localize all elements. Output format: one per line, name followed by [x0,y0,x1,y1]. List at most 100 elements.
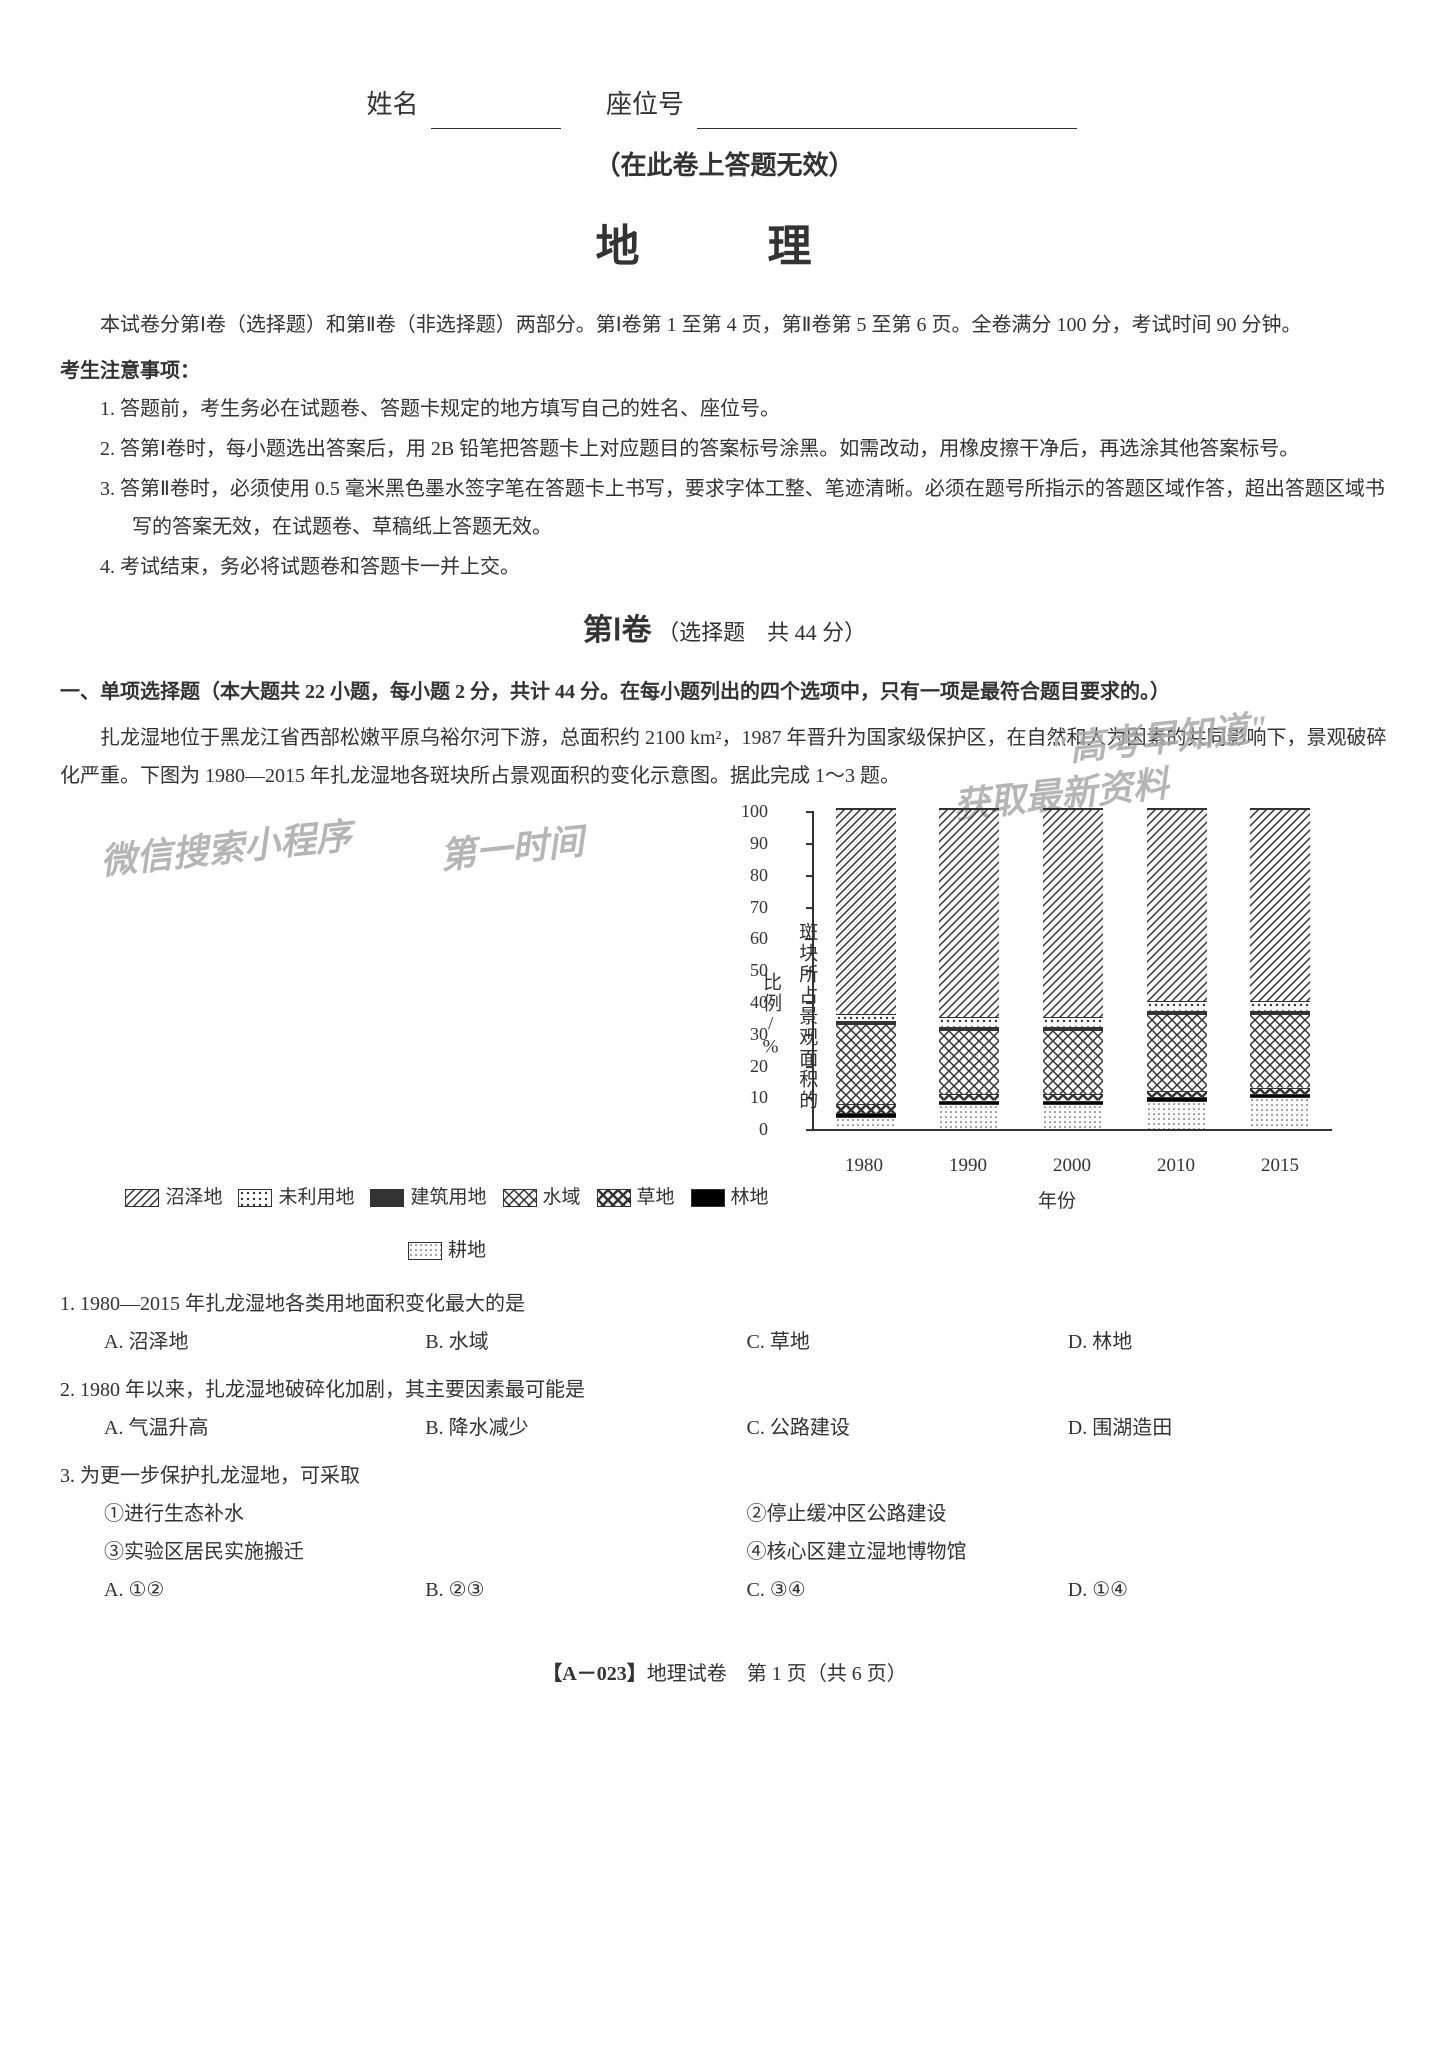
x-tick-label: 2000 [1053,1148,1091,1184]
bar-2000 [1043,808,1103,1129]
question-3: 3. 为更一步保护扎龙湿地，可采取 ①进行生态补水 ②停止缓冲区公路建设 ③实验… [60,1457,1389,1609]
legend-marsh: 沼泽地 [125,1180,222,1216]
q1-opt-d[interactable]: D. 林地 [1068,1323,1389,1361]
q2-opt-b[interactable]: B. 降水减少 [425,1409,746,1447]
bar-seg-marsh [1043,809,1103,1017]
bar-seg-cropland [1250,1097,1310,1129]
q3-sub-3: ③实验区居民实施搬迁 [104,1533,747,1571]
page-footer: 【A－023】地理试卷 第 1 页（共 6 页） [60,1655,1389,1693]
bar-seg-marsh [1147,809,1207,1001]
y-tick-label: 10 [750,1080,768,1114]
legend-water: 水域 [503,1180,581,1216]
legend-label: 草地 [637,1180,675,1216]
bar-seg-marsh [939,809,999,1017]
bar-seg-marsh [836,809,896,1014]
legend-grass: 草地 [597,1180,675,1216]
section-1-big: 第Ⅰ卷 [583,614,652,647]
y-tick-label: 0 [759,1112,768,1146]
q3-opt-d[interactable]: D. ①④ [1068,1571,1389,1609]
bar-seg-water [1147,1014,1207,1091]
y-tick-label: 50 [750,953,768,987]
bar-seg-cropland [1043,1104,1103,1130]
q3-opt-c[interactable]: C. ③④ [747,1571,1068,1609]
swatch-icon [408,1242,442,1260]
bar-seg-marsh [1250,809,1310,1001]
passage-text: 扎龙湿地位于黑龙江省西部松嫩平原乌裕尔河下游，总面积约 2100 km²，198… [60,719,1389,795]
q2-stem: 2. 1980 年以来，扎龙湿地破碎化加剧，其主要因素最可能是 [60,1371,1389,1409]
notice-title: 考生注意事项： [60,352,1389,390]
chart-area: 斑块所占景观面积的比例/% 0102030405060708090100 198… [782,811,1332,1220]
y-tick-label: 60 [750,921,768,955]
y-tick-label: 90 [750,826,768,860]
swatch-icon [597,1189,631,1207]
q2-opt-c[interactable]: C. 公路建设 [747,1409,1068,1447]
q3-sub-2: ②停止缓冲区公路建设 [747,1495,1390,1533]
bar-seg-cropland [1147,1101,1207,1130]
y-tick-label: 80 [750,858,768,892]
x-tick-label: 2015 [1261,1148,1299,1184]
chart-legend: 沼泽地 未利用地 建筑用地 水域 草地 林地 耕地 [117,1180,777,1268]
x-axis-label: 年份 [782,1184,1332,1220]
swatch-icon [370,1189,404,1207]
seat-blank[interactable] [697,101,1077,130]
q3-opt-a[interactable]: A. ①② [104,1571,425,1609]
q3-stem: 3. 为更一步保护扎龙湿地，可采取 [60,1457,1389,1495]
footer-text: 地理试卷 第 1 页（共 6 页） [647,1663,907,1685]
y-tick-label: 100 [741,794,768,828]
bar-seg-unused [1250,1001,1310,1011]
x-tick-label: 1980 [845,1148,883,1184]
y-tick-label: 30 [750,1017,768,1051]
y-tick-label: 20 [750,1049,768,1083]
seat-label: 座位号 [606,90,684,119]
bar-seg-unused [939,1017,999,1027]
swatch-icon [238,1189,272,1207]
name-seat-row: 姓名 座位号 [60,80,1389,129]
legend-label: 沼泽地 [165,1180,222,1216]
footer-code: 【A－023】 [542,1663,646,1685]
bar-2015 [1250,808,1310,1129]
legend-label: 耕地 [448,1233,486,1269]
section-1-heading: 第Ⅰ卷 （选择题 共 44 分） [60,602,1389,659]
mc-heading: 一、单项选择题（本大题共 22 小题，每小题 2 分，共计 44 分。在每小题列… [60,673,1389,711]
swatch-icon [503,1189,537,1207]
name-blank[interactable] [431,101,561,130]
intro-block: 本试卷分第Ⅰ卷（选择题）和第Ⅱ卷（非选择题）两部分。第Ⅰ卷第 1 至第 4 页，… [60,306,1389,586]
q3-options: A. ①② B. ②③ C. ③④ D. ①④ [60,1571,1389,1609]
swatch-icon [691,1189,725,1207]
question-1: 1. 1980—2015 年扎龙湿地各类用地面积变化最大的是 A. 沼泽地 B.… [60,1285,1389,1361]
q3-opt-b[interactable]: B. ②③ [425,1571,746,1609]
notice-item: 1. 答题前，考生务必在试题卷、答题卡规定的地方填写自己的姓名、座位号。 [100,390,1389,428]
legend-label: 林地 [731,1180,769,1216]
swatch-icon [125,1189,159,1207]
q3-subopts: ①进行生态补水 ②停止缓冲区公路建设 ③实验区居民实施搬迁 ④核心区建立湿地博物… [60,1495,1389,1571]
bar-seg-unused [1043,1017,1103,1027]
legend-unused: 未利用地 [238,1180,354,1216]
bar-seg-unused [1147,1001,1207,1011]
q2-options: A. 气温升高 B. 降水减少 C. 公路建设 D. 围湖造田 [60,1409,1389,1447]
bar-1980 [836,808,896,1129]
q1-opt-c[interactable]: C. 草地 [747,1323,1068,1361]
q2-opt-d[interactable]: D. 围湖造田 [1068,1409,1389,1447]
bar-1990 [939,808,999,1129]
q1-opt-a[interactable]: A. 沼泽地 [104,1323,425,1361]
bar-seg-water [939,1030,999,1094]
bar-seg-water [836,1024,896,1104]
bar-seg-grass [836,1104,896,1114]
q1-opt-b[interactable]: B. 水域 [425,1323,746,1361]
x-tick-label: 1990 [949,1148,987,1184]
notice-item: 3. 答第Ⅱ卷时，必须使用 0.5 毫米黑色墨水签字笔在答题卡上书写，要求字体工… [100,470,1389,546]
q1-options: A. 沼泽地 B. 水域 C. 草地 D. 林地 [60,1323,1389,1361]
name-label: 姓名 [366,90,418,119]
q2-opt-a[interactable]: A. 气温升高 [104,1409,425,1447]
bar-seg-cropland [836,1117,896,1130]
notice-list: 1. 答题前，考生务必在试题卷、答题卡规定的地方填写自己的姓名、座位号。 2. … [60,390,1389,586]
question-2: 2. 1980 年以来，扎龙湿地破碎化加剧，其主要因素最可能是 A. 气温升高 … [60,1371,1389,1447]
legend-forest: 林地 [691,1180,769,1216]
bar-2010 [1147,808,1207,1129]
invalid-note: （在此卷上答题无效） [60,141,1389,190]
y-tick-label: 40 [750,985,768,1019]
legend-cropland: 耕地 [408,1233,486,1269]
x-tick-label: 2010 [1157,1148,1195,1184]
bars-group [814,811,1332,1129]
chart-wrap: 沼泽地 未利用地 建筑用地 水域 草地 林地 耕地 斑块所占景观面积的比例/% [60,811,1389,1272]
